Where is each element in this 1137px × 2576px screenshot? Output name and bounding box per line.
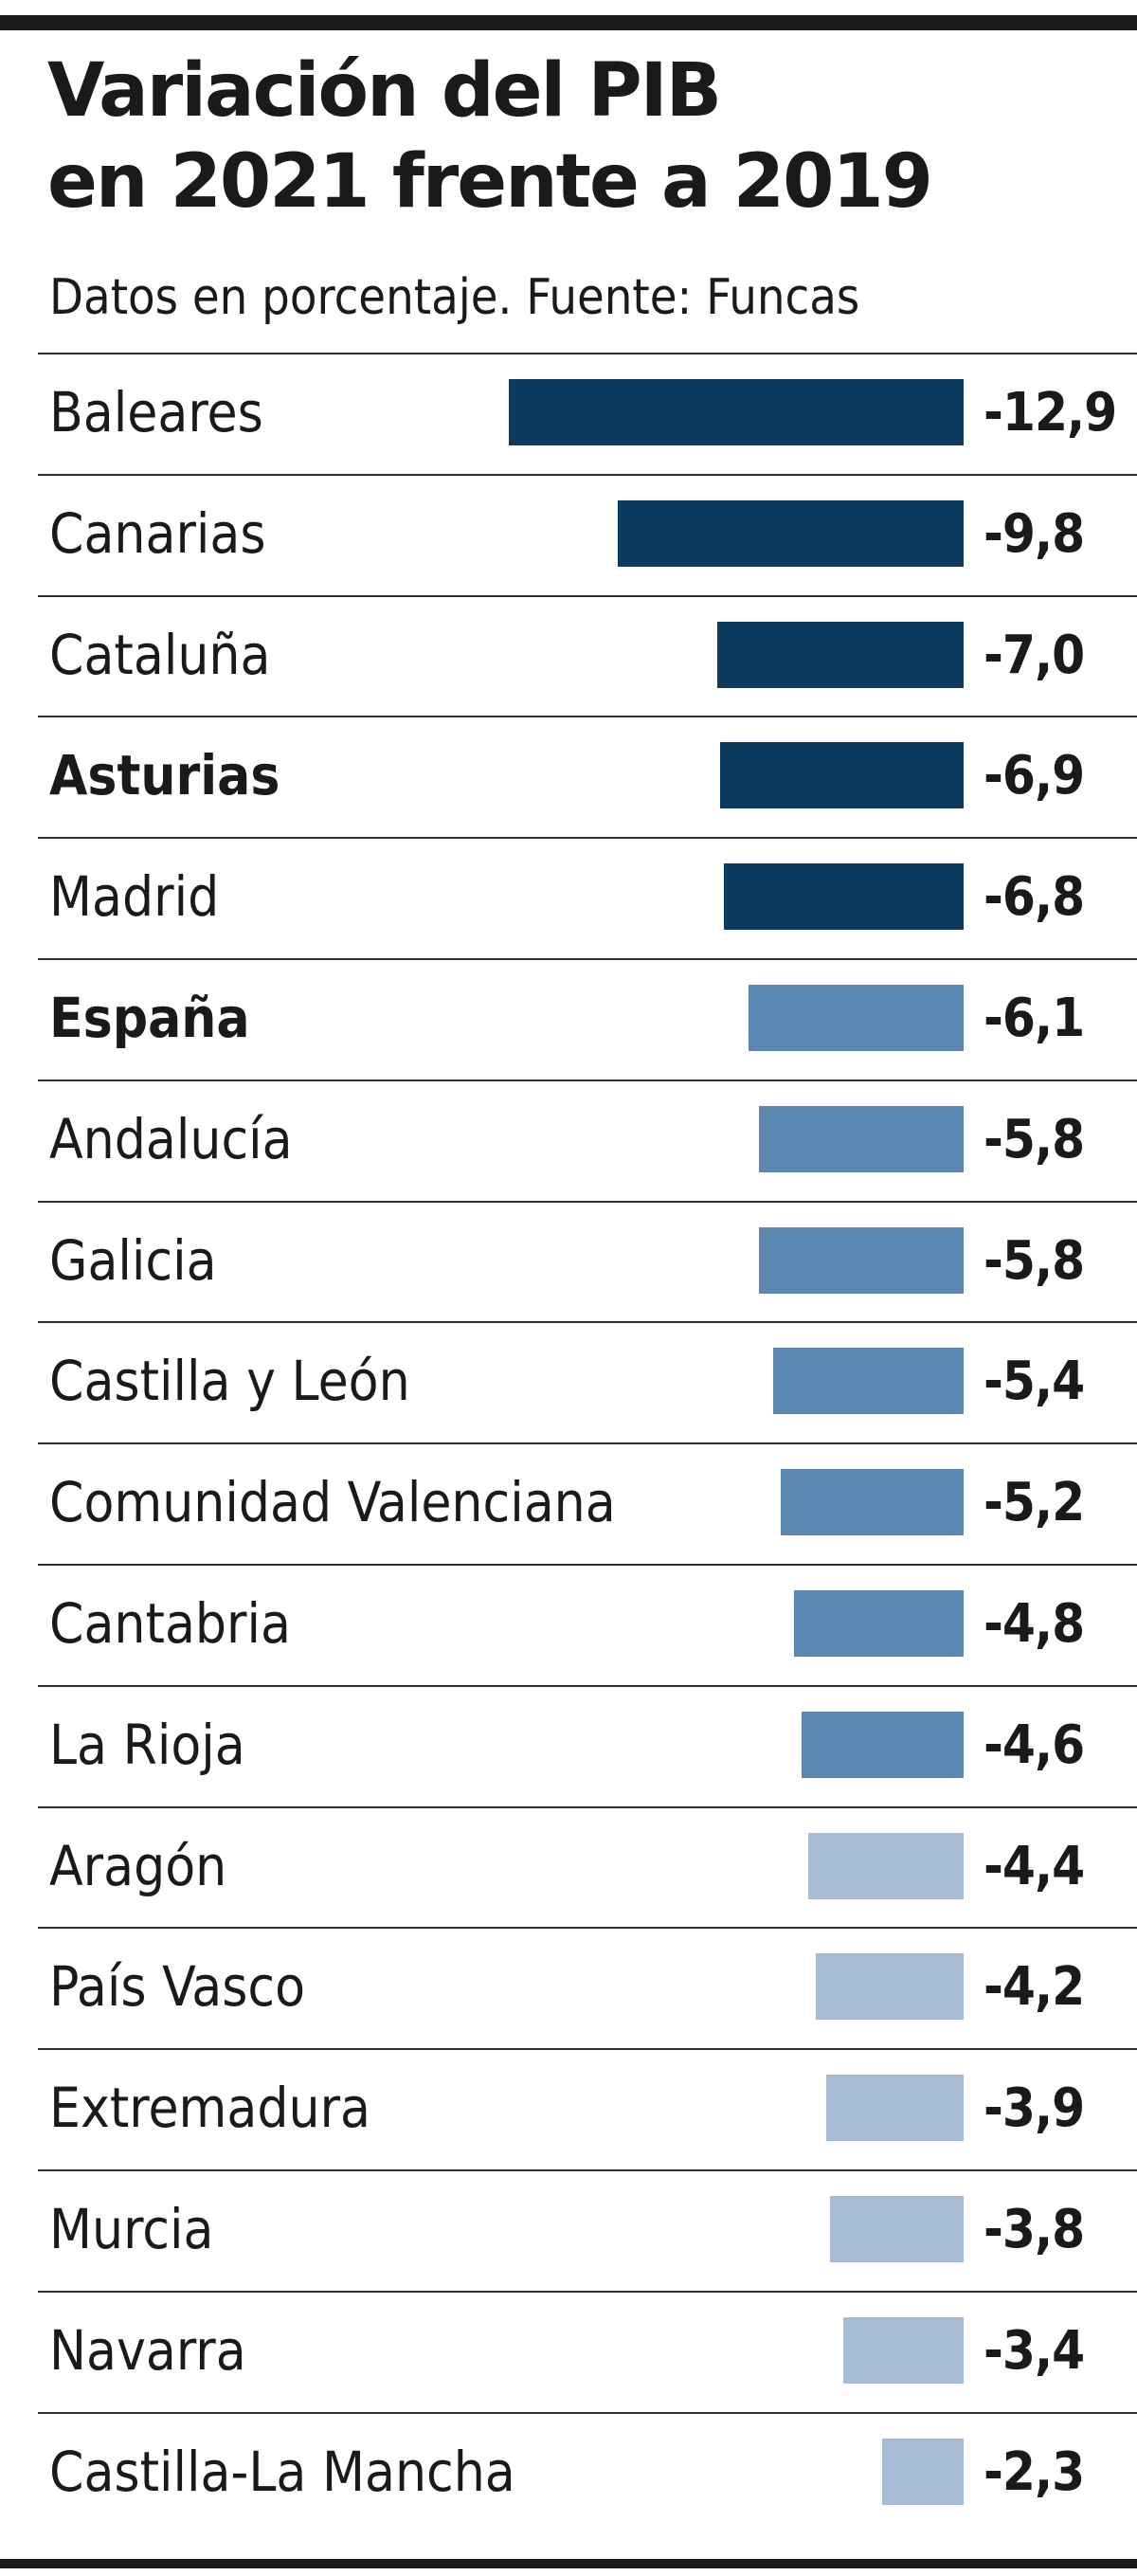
value-label: -7,0 <box>984 624 1085 686</box>
bar-row: Castilla y León -5,4 <box>0 1321 1137 1442</box>
bar-row: Navarra -3,4 <box>0 2290 1137 2411</box>
bar-row: Andalucía -5,8 <box>0 1079 1137 1200</box>
value-label: -6,1 <box>984 988 1085 1049</box>
value-label: -9,8 <box>984 502 1085 565</box>
value-label: -4,8 <box>984 1593 1085 1655</box>
bar <box>794 1590 964 1657</box>
bar <box>720 742 964 809</box>
row-separator <box>38 353 1137 354</box>
value-label: -5,8 <box>984 1108 1085 1170</box>
bar <box>759 1226 964 1294</box>
bar-row: Cataluña -7,0 <box>0 594 1137 716</box>
row-separator <box>38 2411 1137 2414</box>
category-label: Comunidad Valenciana <box>49 1470 616 1535</box>
bar <box>843 2316 964 2384</box>
value-label: -5,4 <box>984 1351 1085 1413</box>
bar-row: España -6,1 <box>0 958 1137 1079</box>
row-separator <box>38 1079 1137 1081</box>
category-label: País Vasco <box>49 1954 306 2020</box>
bar-row: Castilla-La Mancha -2,3 <box>0 2411 1137 2532</box>
bar-row: Canarias -9,8 <box>0 473 1137 594</box>
bar-row: País Vasco -4,2 <box>0 1927 1137 2047</box>
value-label: -4,6 <box>984 1714 1085 1776</box>
category-label: Cataluña <box>49 622 271 687</box>
bar <box>829 2196 964 2262</box>
category-label: Asturias <box>49 743 280 808</box>
category-label: Extremadura <box>49 2076 370 2141</box>
bar-row: Asturias -6,9 <box>0 716 1137 836</box>
bar <box>801 1711 964 1778</box>
category-label: Navarra <box>49 2317 246 2383</box>
row-separator <box>38 1805 1137 1808</box>
row-separator <box>38 1927 1137 1930</box>
bar <box>759 1105 964 1172</box>
bar-row: Baleares -12,9 <box>0 353 1137 473</box>
bar <box>749 985 964 1051</box>
value-label: -6,9 <box>984 745 1085 807</box>
value-label: -5,2 <box>984 1472 1085 1534</box>
row-separator <box>38 958 1137 960</box>
category-label: Madrid <box>49 864 220 930</box>
row-separator <box>38 1442 1137 1445</box>
row-separator <box>38 594 1137 597</box>
row-separator <box>38 1321 1137 1324</box>
bar-row: Madrid -6,8 <box>0 837 1137 957</box>
value-label: -6,8 <box>984 866 1085 929</box>
value-label: -4,4 <box>984 1835 1085 1897</box>
bar-row: Aragón -4,4 <box>0 1805 1137 1927</box>
row-separator <box>38 2169 1137 2171</box>
category-label: España <box>49 986 250 1050</box>
bar-row: Galicia -5,8 <box>0 1200 1137 1321</box>
title-line-1: Variación del PIB <box>47 48 722 134</box>
category-label: Castilla y León <box>49 1349 410 1414</box>
category-label: Canarias <box>49 500 266 566</box>
bar <box>780 1469 964 1536</box>
bar <box>773 1348 964 1415</box>
row-separator <box>38 1200 1137 1203</box>
category-label: La Rioja <box>49 1712 245 1777</box>
category-label: Baleares <box>49 380 263 444</box>
bar-row: Murcia -3,8 <box>0 2169 1137 2290</box>
row-separator <box>38 1564 1137 1566</box>
value-label: -4,2 <box>984 1956 1085 2019</box>
row-separator <box>38 2290 1137 2293</box>
chart-title: Variación del PIB en 2021 frente a 2019 <box>47 45 1109 227</box>
bar <box>882 2438 964 2505</box>
category-label: Murcia <box>49 2197 214 2261</box>
bar <box>618 499 964 567</box>
bar-row: Comunidad Valenciana -5,2 <box>0 1442 1137 1563</box>
category-label: Andalucía <box>49 1106 293 1171</box>
value-label: -3,4 <box>984 2319 1085 2382</box>
bar <box>509 379 964 445</box>
bar <box>825 2075 964 2142</box>
top-rule <box>0 15 1137 30</box>
category-label: Castilla-La Mancha <box>49 2439 515 2504</box>
chart-subtitle: Datos en porcentaje. Fuente: Funcas <box>49 269 860 326</box>
row-separator <box>38 2048 1137 2051</box>
value-label: -12,9 <box>984 382 1117 444</box>
value-label: -5,8 <box>984 1229 1085 1292</box>
category-label: Cantabria <box>49 1591 291 1656</box>
value-label: -3,8 <box>984 2199 1085 2260</box>
row-separator <box>38 1684 1137 1687</box>
title-line-2: en 2021 frente a 2019 <box>47 139 933 225</box>
bar-row: La Rioja -4,6 <box>0 1684 1137 1805</box>
row-separator <box>38 716 1137 718</box>
row-separator <box>38 473 1137 476</box>
bottom-rule <box>0 2559 1137 2568</box>
bar <box>723 863 964 931</box>
category-label: Aragón <box>49 1833 227 1898</box>
category-label: Galicia <box>49 1227 217 1293</box>
bar <box>815 1953 964 2021</box>
row-separator <box>38 837 1137 840</box>
bar-row: Cantabria -4,8 <box>0 1564 1137 1684</box>
bar <box>808 1832 964 1899</box>
bar <box>716 621 964 688</box>
bar-row: Extremadura -3,9 <box>0 2048 1137 2168</box>
value-label: -2,3 <box>984 2440 1085 2503</box>
value-label: -3,9 <box>984 2077 1085 2140</box>
